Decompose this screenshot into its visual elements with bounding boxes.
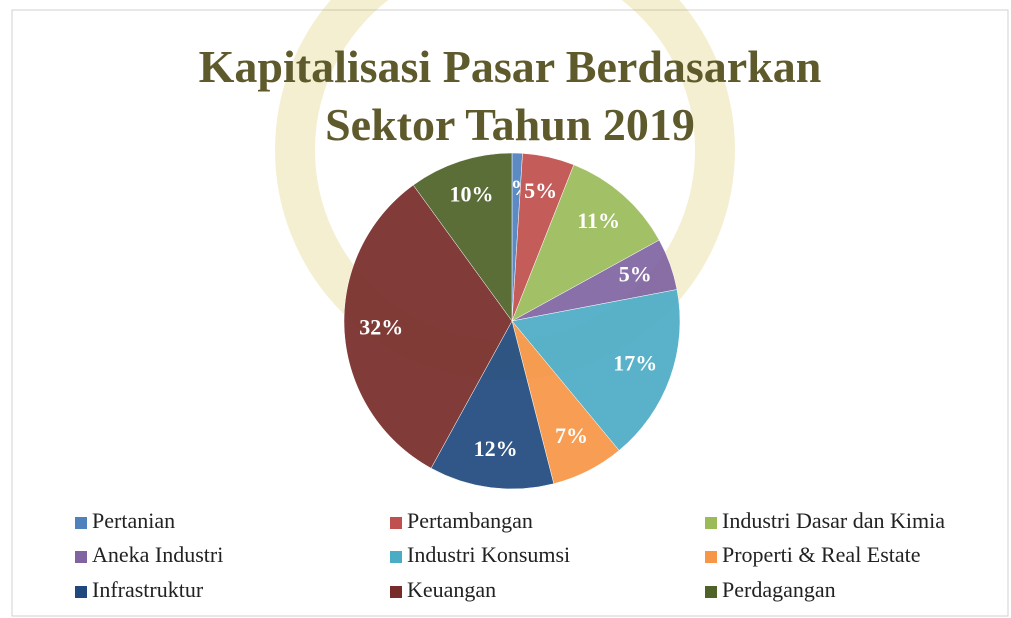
legend-label: Keuangan xyxy=(407,577,496,602)
data-label: 32% xyxy=(359,314,403,339)
legend-label: Pertambangan xyxy=(407,508,533,533)
chart-title: Kapitalisasi Pasar Berdasarkan Sektor Ta… xyxy=(198,41,822,150)
data-label: 10% xyxy=(450,181,494,206)
data-label: 12% xyxy=(474,436,518,461)
legend-label: Industri Dasar dan Kimia xyxy=(722,508,945,533)
legend-swatch xyxy=(390,586,402,598)
legend-swatch xyxy=(390,517,402,529)
data-label: 11% xyxy=(577,208,620,233)
legend-swatch xyxy=(75,517,87,529)
legend-swatch xyxy=(705,551,717,563)
pie-slice xyxy=(511,289,681,451)
legend-swatch xyxy=(705,586,717,598)
pie-slice xyxy=(511,164,660,322)
data-label: 5% xyxy=(524,178,557,203)
legend-label: Aneka Industri xyxy=(92,542,223,567)
legend-swatch xyxy=(390,551,402,563)
legend-swatch xyxy=(75,551,87,563)
legend-label: Perdagangan xyxy=(722,577,836,602)
data-label: 5% xyxy=(619,262,652,287)
legend-swatch xyxy=(75,586,87,598)
chart-border xyxy=(11,9,1009,617)
legend-swatch xyxy=(705,517,717,529)
pie-slice xyxy=(412,152,513,322)
legend-label: Properti & Real Estate xyxy=(722,542,921,567)
legend-label: Infrastruktur xyxy=(92,577,204,602)
data-label: 17% xyxy=(613,350,657,375)
data-label: 7% xyxy=(555,423,588,448)
pie-slice xyxy=(430,320,555,490)
pie-slice xyxy=(343,184,513,469)
legend-label: Pertanian xyxy=(92,508,175,533)
legend-label: Industri Konsumsi xyxy=(407,542,570,567)
